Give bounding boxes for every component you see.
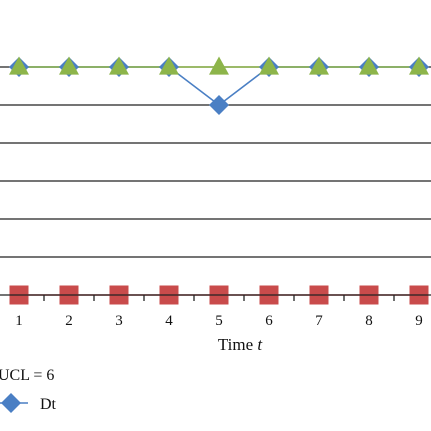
x-tick-label: 1 bbox=[15, 313, 23, 329]
legend-marker-diamond bbox=[1, 393, 21, 413]
data-point-triangle bbox=[359, 56, 379, 75]
x-tick-label: 8 bbox=[365, 313, 373, 329]
legend-label: Dt bbox=[40, 396, 57, 413]
data-point-triangle bbox=[409, 56, 429, 75]
x-tick-label: 6 bbox=[265, 313, 273, 329]
x-tick-label: 2 bbox=[65, 313, 73, 329]
x-axis-title-text: Time bbox=[218, 335, 258, 354]
x-axis-title: Time t bbox=[218, 335, 264, 354]
data-point-triangle bbox=[59, 56, 79, 75]
x-tick-label: 4 bbox=[165, 313, 173, 329]
gridlines bbox=[0, 66, 431, 258]
data-point-triangle bbox=[9, 56, 29, 75]
data-point-diamond bbox=[209, 95, 229, 115]
data-point-triangle bbox=[309, 56, 329, 75]
x-axis-title-variable: t bbox=[257, 335, 263, 354]
data-point-triangle bbox=[109, 56, 129, 75]
legend-label: UCL = 6 bbox=[0, 367, 54, 384]
data-point-triangle bbox=[159, 56, 179, 75]
x-tick-label: 9 bbox=[415, 313, 423, 329]
legend: UCL = 6 Dt bbox=[0, 367, 57, 413]
x-tick-label: 3 bbox=[115, 313, 123, 329]
data-point-triangle bbox=[209, 56, 229, 75]
x-tick-label: 7 bbox=[315, 313, 323, 329]
data-point-triangle bbox=[259, 56, 279, 75]
x-tick-label: 5 bbox=[215, 313, 223, 329]
x-axis: 1 2 3 4 5 6 7 8 9 bbox=[0, 294, 431, 329]
